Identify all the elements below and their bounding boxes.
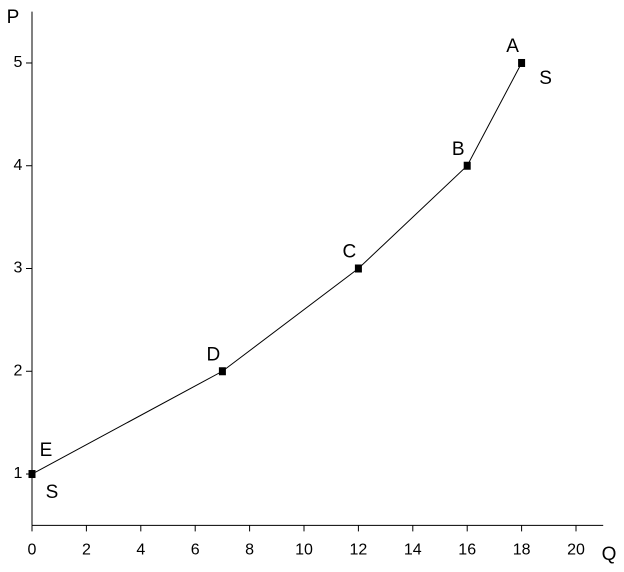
curve-label: S — [46, 482, 59, 503]
point-marker — [518, 58, 526, 67]
x-tick-label: 20 — [567, 542, 585, 559]
point-marker — [463, 161, 471, 170]
point-label: A — [506, 36, 519, 57]
y-tick-label: 1 — [14, 465, 23, 482]
point-label: C — [343, 242, 357, 263]
y-tick-label: 3 — [14, 260, 23, 277]
y-axis-label: P — [7, 7, 20, 28]
x-tick-label: 14 — [404, 542, 422, 559]
x-tick-label: 16 — [458, 542, 476, 559]
x-axis-label: Q — [602, 544, 617, 565]
x-tick-label: 6 — [191, 542, 200, 559]
y-tick-label: 2 — [14, 362, 23, 379]
x-tick-label: 4 — [136, 542, 145, 559]
point-label: D — [207, 344, 221, 365]
x-tick-label: 8 — [245, 542, 254, 559]
y-tick-label: 5 — [14, 54, 23, 71]
point-label: B — [452, 139, 465, 160]
x-tick-label: 12 — [350, 542, 368, 559]
curve-label: S — [539, 68, 552, 89]
supply-curve — [31, 62, 523, 475]
point-marker — [218, 367, 226, 376]
x-tick-label: 10 — [295, 542, 313, 559]
x-tick-label: 0 — [28, 542, 37, 559]
y-tick-label: 4 — [14, 157, 23, 174]
x-tick-label: 18 — [513, 542, 531, 559]
point-marker — [28, 470, 36, 479]
point-marker — [354, 264, 362, 273]
point-label: E — [40, 440, 53, 461]
x-tick-label: 2 — [82, 542, 91, 559]
